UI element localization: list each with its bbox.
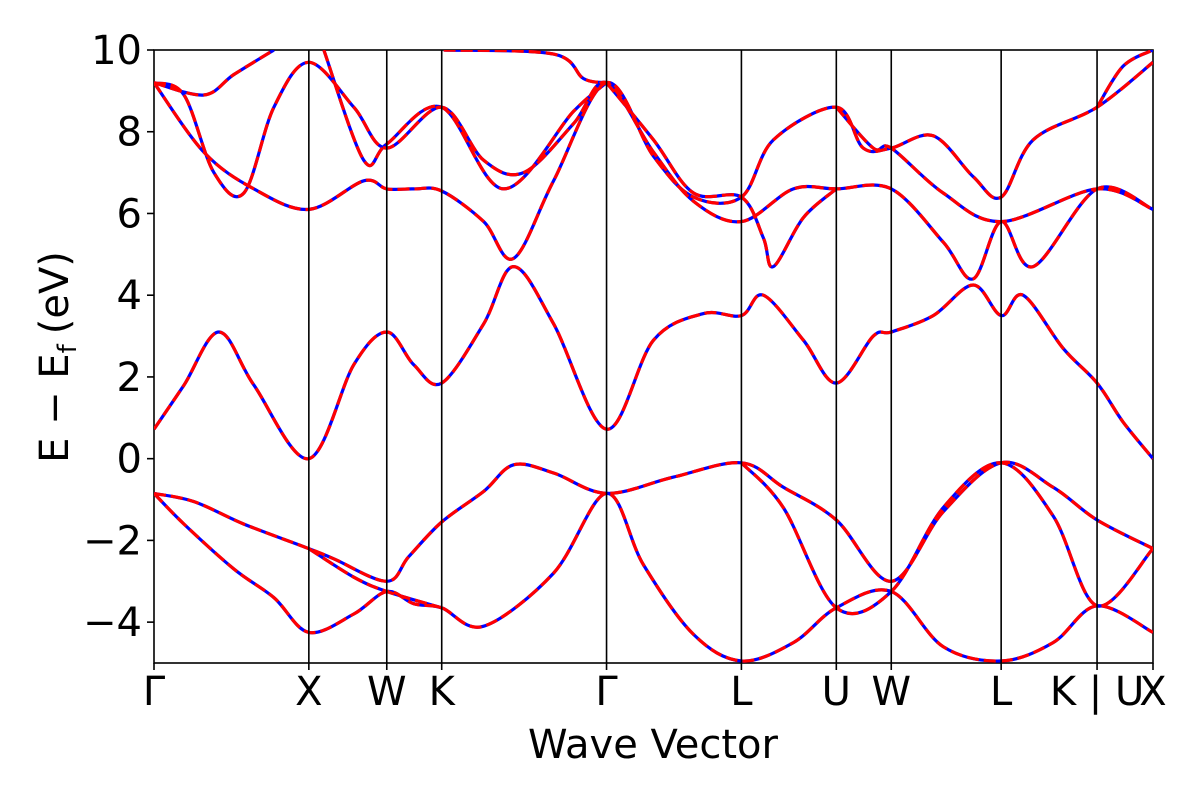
x-tick-label: K — [429, 669, 457, 715]
y-tick-label: 10 — [91, 28, 142, 74]
band-line — [1095, 50, 1153, 109]
x-tick-label: L — [730, 669, 753, 715]
bands-layer — [154, 50, 1153, 663]
band-line — [154, 460, 1153, 583]
band-line — [154, 61, 1153, 261]
x-tick-label: W — [871, 669, 911, 715]
y-tick-label: −2 — [83, 518, 142, 564]
y-tick-label: 2 — [117, 355, 142, 401]
y-axis-label-sub: f — [53, 343, 83, 353]
band-line — [740, 461, 1153, 616]
y-axis-ticks: −4 −2 0 2 4 6 8 10 — [83, 28, 154, 646]
y-axis-label-unit: (eV) — [32, 251, 78, 334]
y-axis-label-main: E − E — [32, 353, 78, 463]
band-line — [154, 60, 1153, 281]
band-line — [740, 461, 1153, 616]
y-tick-label: −4 — [83, 600, 142, 646]
band-line — [443, 50, 607, 85]
y-tick-label: 8 — [117, 110, 142, 156]
y-tick-label: 6 — [117, 191, 142, 237]
band-line — [1095, 50, 1153, 109]
band-line — [322, 50, 608, 191]
series-dashed — [154, 50, 1153, 663]
band-line — [154, 61, 1153, 261]
band-line — [835, 106, 1153, 224]
x-tick-label: U — [822, 669, 851, 715]
x-tick-label: W — [367, 669, 407, 715]
band-line — [835, 106, 1153, 224]
band-line — [154, 265, 1153, 461]
y-tick-label: 4 — [117, 273, 142, 319]
band-line — [307, 547, 443, 610]
y-axis-label: E − Ef (eV) — [32, 251, 83, 463]
x-tick-label: X — [1139, 669, 1166, 715]
x-tick-label: Γ — [143, 669, 166, 715]
x-tick-label: K | U — [1050, 669, 1144, 715]
band-line — [154, 491, 1153, 663]
band-line — [154, 50, 275, 97]
band-line — [154, 460, 1153, 583]
x-tick-label: L — [990, 669, 1013, 715]
band-line — [443, 50, 607, 85]
band-line — [322, 50, 608, 191]
x-tick-label: X — [295, 669, 322, 715]
x-axis-label: Wave Vector — [528, 722, 779, 768]
svg-text:E − Ef(eV): E − Ef (eV) — [32, 251, 83, 463]
plot-area — [153, 49, 1154, 664]
x-tick-label: Γ — [595, 669, 618, 715]
band-line — [605, 81, 838, 269]
band-line — [154, 265, 1153, 461]
band-line — [605, 81, 838, 269]
y-tick-label: 0 — [117, 437, 142, 483]
band-line — [154, 491, 1153, 663]
kpoint-lines — [308, 50, 1098, 663]
band-line — [154, 60, 1153, 281]
plot-frame — [153, 49, 1154, 664]
